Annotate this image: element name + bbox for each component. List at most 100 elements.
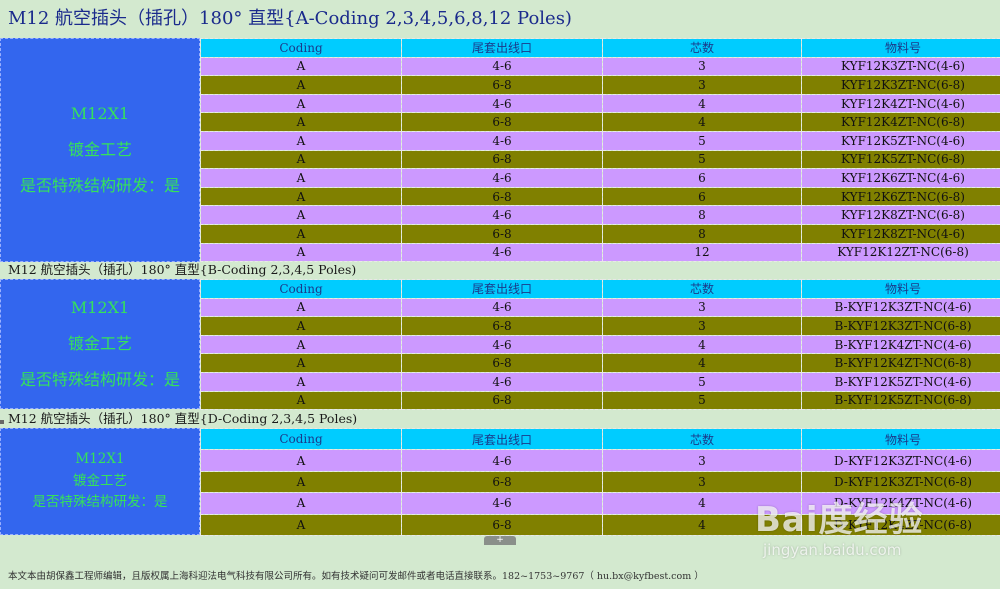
table-cell: KYF12K12ZT-NC(6-8) <box>801 242 1000 263</box>
table-cell: A <box>200 390 402 411</box>
table-cell: A <box>200 470 402 494</box>
collapse-marker-icon <box>0 420 4 424</box>
watermark-logo: Bai度经验 <box>755 500 924 540</box>
spec-special: 是否特殊结构研发：是 <box>19 176 180 195</box>
table-cell: 6-8 <box>401 75 603 95</box>
table-cell: 3 <box>602 470 802 494</box>
table-cell: 4 <box>602 112 802 132</box>
table-cell: B-KYF12K3ZT-NC(6-8) <box>801 316 1000 336</box>
table-cell: 6-8 <box>401 112 603 132</box>
table-row: A 6-8 3 B-KYF12K3ZT-NC(6-8) <box>200 316 1000 336</box>
table-cell: KYF12K5ZT-NC(4-6) <box>801 130 1000 151</box>
table-cell: 5 <box>602 371 802 392</box>
plus-icon[interactable]: + <box>484 536 516 545</box>
table-cell: 4-6 <box>401 492 603 515</box>
table-cell: A <box>200 297 402 318</box>
spec-thread: M12X1 <box>70 298 130 317</box>
table-row: A 6-8 5 KYF12K5ZT-NC(6-8) <box>200 149 1000 170</box>
table-row: A 6-8 8 KYF12K8ZT-NC(4-6) <box>200 223 1000 244</box>
table-header-row: Coding 尾套出线口 芯数 物料号 <box>200 279 1000 299</box>
table-cell: 3 <box>602 316 802 336</box>
section-d-heading: M12 航空插头（插孔）180° 直型{D-Coding 2,3,4,5 Pol… <box>8 411 358 426</box>
table-row: A 4-6 4 B-KYF12K4ZT-NC(4-6) <box>200 334 1000 355</box>
table-cell: A <box>200 316 402 336</box>
column-header: 尾套出线口 <box>401 427 603 451</box>
table-cell: 3 <box>602 297 802 318</box>
table-cell: 4-6 <box>401 205 603 225</box>
spec-thread: M12X1 <box>75 451 125 468</box>
table-cell: 4-6 <box>401 371 603 392</box>
table-cell: 4 <box>602 93 802 114</box>
table-cell: 6 <box>602 186 802 207</box>
footer-copyright: 本文本由胡保鑫工程师编辑，且版权属上海科迎法电气科技有限公司所有。如有技术疑问可… <box>8 571 704 582</box>
table-cell: 5 <box>602 149 802 170</box>
column-header: 芯数 <box>602 38 802 58</box>
table-header-row: Coding 尾套出线口 芯数 物料号 <box>200 38 1000 58</box>
table-cell: 4-6 <box>401 242 603 263</box>
table-row: A 4-6 6 KYF12K6ZT-NC(4-6) <box>200 168 1000 188</box>
table-cell: A <box>200 242 402 263</box>
table-cell: 8 <box>602 223 802 244</box>
table-cell: 5 <box>602 130 802 151</box>
table-cell: 6 <box>602 168 802 188</box>
spec-thread: M12X1 <box>70 104 130 123</box>
table-cell: A <box>200 371 402 392</box>
table-cell: B-KYF12K5ZT-NC(4-6) <box>801 371 1000 392</box>
table-cell: A <box>200 75 402 95</box>
table-row: A 6-8 6 KYF12K6ZT-NC(6-8) <box>200 186 1000 207</box>
table-cell: KYF12K8ZT-NC(4-6) <box>801 223 1000 244</box>
table-cell: KYF12K6ZT-NC(4-6) <box>801 168 1000 188</box>
table-cell: 6-8 <box>401 513 603 536</box>
column-header: Coding <box>200 427 402 451</box>
table-cell: 4-6 <box>401 93 603 114</box>
table-cell: 6-8 <box>401 316 603 336</box>
table-cell: 6-8 <box>401 186 603 207</box>
table-row: A 6-8 4 KYF12K4ZT-NC(6-8) <box>200 112 1000 132</box>
table-cell: A <box>200 513 402 536</box>
table-row: A 4-6 3 KYF12K3ZT-NC(4-6) <box>200 56 1000 77</box>
table-cell: KYF12K4ZT-NC(6-8) <box>801 112 1000 132</box>
spec-special: 是否特殊结构研发：是 <box>19 370 180 389</box>
table-row: A 6-8 4 B-KYF12K4ZT-NC(6-8) <box>200 353 1000 373</box>
section-a-coding: M12X1 镀金工艺 是否特殊结构研发：是 Coding 尾套出线口 芯数 物料号 A 4… <box>0 38 1000 263</box>
table-header-row: Coding 尾套出线口 芯数 物料号 <box>200 427 1000 451</box>
table-cell: 4 <box>602 513 802 536</box>
table-cell: 3 <box>602 56 802 77</box>
table-row: A 4-6 3 B-KYF12K3ZT-NC(4-6) <box>200 297 1000 318</box>
baidu-jingyan-watermark: Bai度经验 jingyan.baidu.com <box>755 500 995 570</box>
table-cell: A <box>200 112 402 132</box>
table-cell: D-KYF12K3ZT-NC(6-8) <box>801 470 1000 494</box>
table-row: A 6-8 4 D-KYF12K4ZT-NC(6-8) <box>200 513 1000 536</box>
table-cell: B-KYF12K4ZT-NC(4-6) <box>801 334 1000 355</box>
section-b-heading: M12 航空插头（插孔）180° 直型{B-Coding 2,3,4,5 Pol… <box>8 262 357 277</box>
table-cell: KYF12K6ZT-NC(6-8) <box>801 186 1000 207</box>
section-d-coding: M12X1 镀金工艺 是否特殊结构研发：是 Coding 尾套出线口 芯数 物料号 A 4… <box>0 427 1000 536</box>
spec-special: 是否特殊结构研发：是 <box>32 494 168 511</box>
table-cell: 4-6 <box>401 334 603 355</box>
table-cell: A <box>200 334 402 355</box>
table-cell: 5 <box>602 390 802 411</box>
product-table-d: Coding 尾套出线口 芯数 物料号 A 4-6 3 D-KYF12K3ZT-NC(4-6)… <box>200 427 1000 536</box>
table-cell: KYF12K4ZT-NC(4-6) <box>801 93 1000 114</box>
table-cell: 6-8 <box>401 470 603 494</box>
spec-plating: 镀金工艺 <box>67 334 132 353</box>
table-row: A 6-8 3 KYF12K3ZT-NC(6-8) <box>200 75 1000 95</box>
table-cell: A <box>200 186 402 207</box>
table-row: A 4-6 12 KYF12K12ZT-NC(6-8) <box>200 242 1000 263</box>
spec-plating: 镀金工艺 <box>73 472 127 489</box>
section-b-coding: M12X1 镀金工艺 是否特殊结构研发：是 Coding 尾套出线口 芯数 物料号 A 4… <box>0 279 1000 411</box>
table-cell: 4 <box>602 334 802 355</box>
table-row: A 6-8 3 D-KYF12K3ZT-NC(6-8) <box>200 470 1000 494</box>
table-cell: 6-8 <box>401 149 603 170</box>
column-header: 尾套出线口 <box>401 38 603 58</box>
table-cell: KYF12K8ZT-NC(6-8) <box>801 205 1000 225</box>
table-cell: A <box>200 149 402 170</box>
watermark-url: jingyan.baidu.com <box>763 541 902 559</box>
table-cell: A <box>200 168 402 188</box>
table-cell: KYF12K3ZT-NC(6-8) <box>801 75 1000 95</box>
table-cell: A <box>200 353 402 373</box>
table-cell: 4-6 <box>401 56 603 77</box>
column-header: 芯数 <box>602 427 802 451</box>
table-row: A 4-6 5 KYF12K5ZT-NC(4-6) <box>200 130 1000 151</box>
column-header: Coding <box>200 279 402 299</box>
